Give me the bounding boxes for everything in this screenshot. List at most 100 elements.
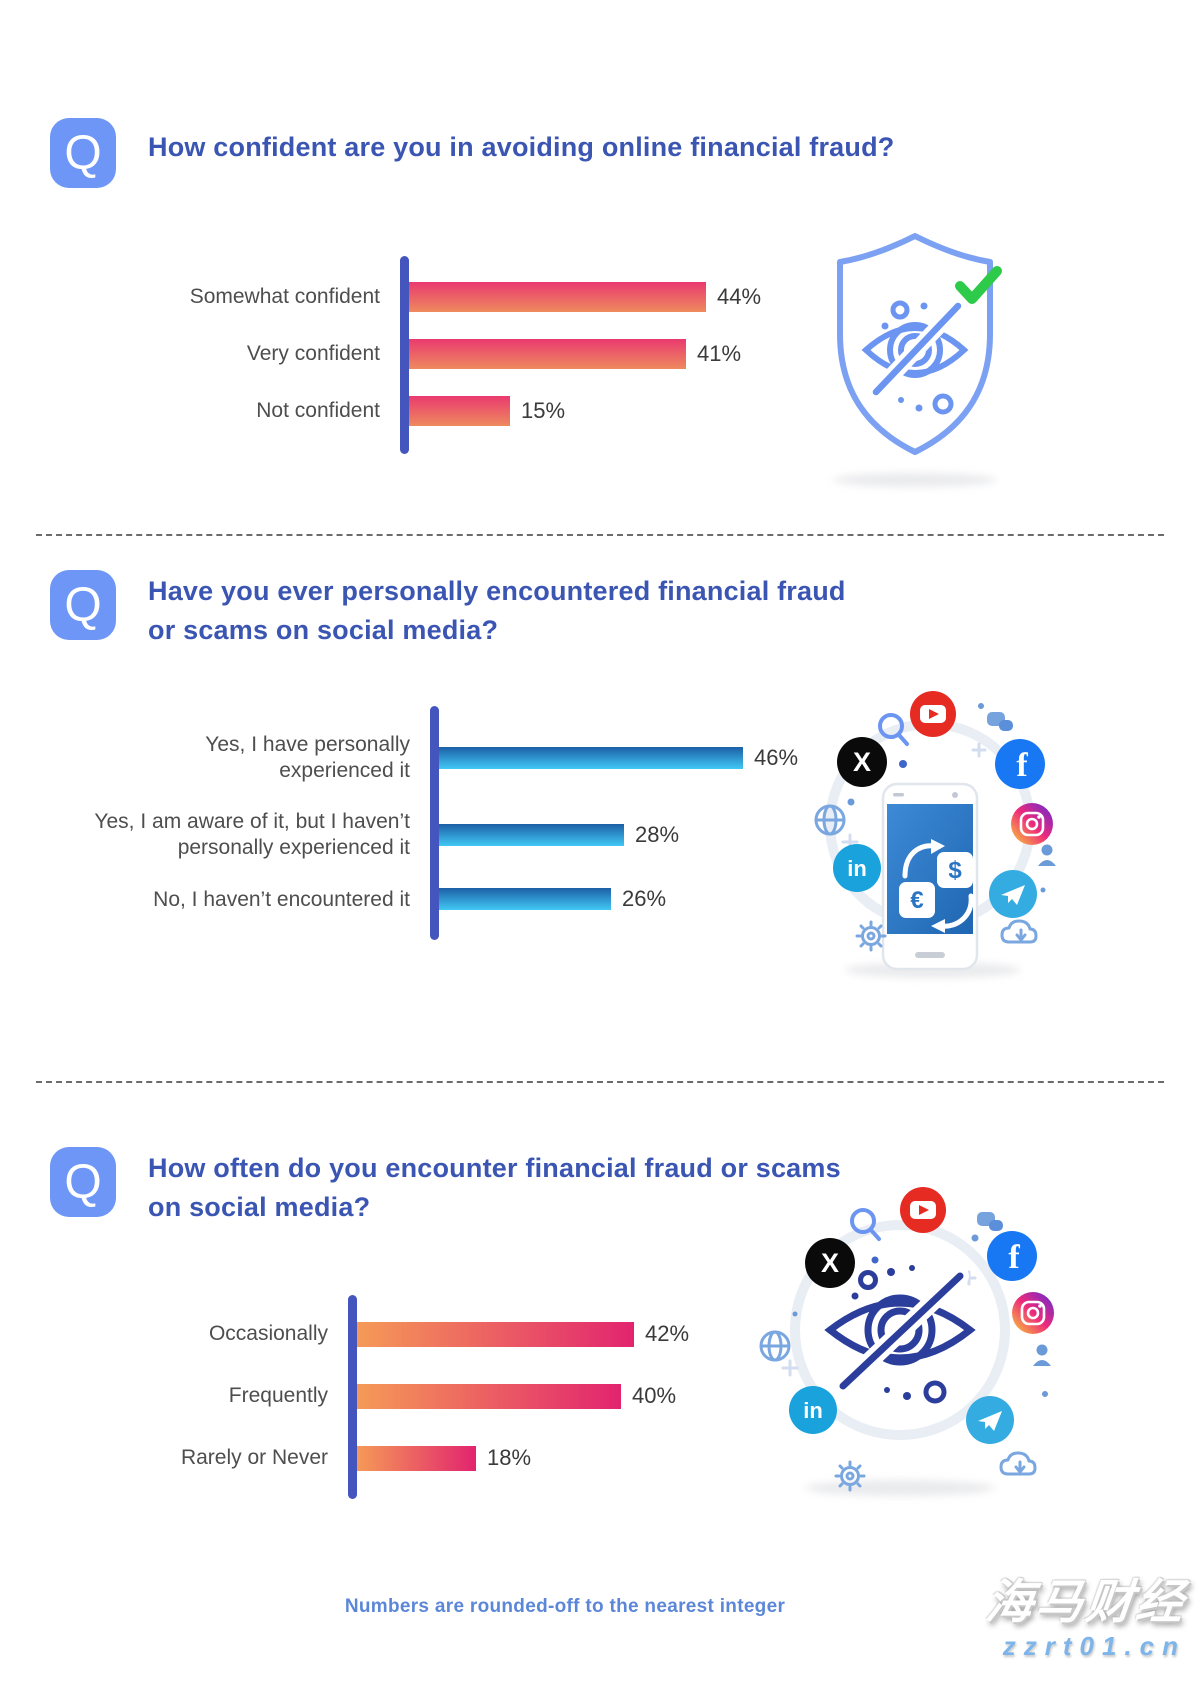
category-label: Not confident — [256, 399, 380, 423]
bar-row: Yes, I am aware of it, but I haven’t per… — [65, 809, 825, 860]
encountered-bar-chart: Yes, I have personally experienced it 46%… — [65, 706, 825, 941]
facebook-icon: f — [995, 739, 1045, 789]
bar — [357, 1445, 476, 1471]
bar-row: Yes, I have personally experienced it 46% — [65, 732, 825, 783]
value-label: 40% — [632, 1383, 677, 1408]
category-label: Very confident — [246, 342, 380, 366]
linkedin-glyph: in — [847, 856, 867, 881]
euro-glyph: € — [910, 887, 923, 914]
question-icon: Q — [50, 1147, 116, 1217]
youtube-icon — [900, 1187, 946, 1233]
category-label: Yes, I have personally experienced it — [205, 733, 410, 782]
slash — [839, 1272, 964, 1390]
telegram-icon — [966, 1396, 1014, 1444]
bar-row: Occasionally 42% — [78, 1321, 758, 1347]
value-label: 46% — [754, 744, 799, 770]
x-icon: X — [837, 737, 887, 787]
category-label: Somewhat confident — [189, 285, 380, 309]
category-label: Rarely or Never — [180, 1446, 328, 1470]
facebook-glyph: f — [1008, 1239, 1020, 1276]
watermark: 海马财经 zzrt01.cn — [983, 1575, 1189, 1661]
instagram-icon — [1011, 803, 1053, 845]
magnifier-icon — [878, 713, 909, 746]
facebook-icon: f — [987, 1231, 1037, 1281]
confidence-bar-chart: Somewhat confident 44% Very confident 41% No… — [60, 256, 800, 454]
currency-exchange-icon: $ € — [899, 839, 974, 933]
eye-social-illustration: f X in — [735, 1168, 1065, 1503]
person-icon — [1038, 844, 1056, 866]
cloud-icon — [1000, 919, 1038, 944]
bar — [439, 823, 624, 846]
chart-axis — [348, 1295, 357, 1499]
value-label: 15% — [521, 398, 566, 423]
question-icon: Q — [50, 570, 116, 640]
bar-row: Very confident 41% — [60, 339, 800, 369]
magnifier-q-icon: Q — [64, 579, 101, 632]
instagram-icon — [1012, 1292, 1054, 1334]
decorative-dots — [847, 703, 1046, 893]
value-label: 26% — [622, 886, 667, 912]
linkedin-icon: in — [789, 1386, 837, 1434]
linkedin-icon: in — [833, 844, 881, 892]
magnifier-icon — [850, 1208, 881, 1241]
section-encountered: Q Have you ever personally encountered f… — [0, 536, 1200, 1081]
q-glyph: Q — [64, 579, 101, 632]
q-glyph: Q — [64, 127, 101, 180]
x-glyph: X — [853, 747, 871, 777]
check-icon — [955, 266, 1002, 304]
phone-currency-social-icons: $ € f — [814, 691, 1056, 978]
question-title: How confident are you in avoiding online… — [148, 132, 895, 162]
value-label: 28% — [635, 821, 680, 847]
bar — [409, 339, 686, 369]
gear-icon — [834, 1460, 866, 1492]
category-label: Yes, I am aware of it, but I haven’t per… — [94, 810, 410, 859]
eye-dots — [851, 1265, 947, 1404]
shadow — [805, 1480, 995, 1496]
bar — [439, 746, 743, 769]
facebook-glyph: f — [1016, 747, 1028, 784]
phone-social-illustration: $ € f — [805, 684, 1056, 989]
value-label: 41% — [697, 341, 742, 366]
category-label: Frequently — [228, 1384, 328, 1408]
hidden-eye-social-icons: f X in — [759, 1187, 1054, 1496]
smartphone-icon: $ € — [881, 782, 979, 971]
bar — [439, 888, 611, 911]
chat-bubbles-icon — [987, 712, 1013, 731]
category-label: Occasionally — [208, 1322, 328, 1346]
youtube-icon — [910, 691, 956, 737]
magnifier-q-icon: Q — [64, 1156, 101, 1209]
chart-axis — [400, 256, 409, 454]
bar — [357, 1383, 621, 1409]
dollar-glyph: $ — [948, 857, 962, 884]
cloud-icon — [999, 1451, 1037, 1476]
shadow — [833, 473, 997, 487]
question-icon: Q — [50, 118, 116, 188]
linkedin-glyph: in — [803, 1398, 823, 1423]
decorative-dots — [792, 1234, 1048, 1397]
watermark-url: zzrt01.cn — [1002, 1630, 1186, 1661]
x-icon: X — [805, 1238, 855, 1288]
shield-illustration — [810, 222, 1020, 499]
slash — [872, 302, 962, 396]
question-title: Have you ever personally encountered fin… — [148, 576, 846, 646]
value-label: 42% — [645, 1321, 690, 1346]
q-glyph: Q — [64, 1156, 101, 1209]
dashed-divider — [36, 534, 1164, 536]
plus-decorations — [841, 742, 987, 851]
shield-hidden-eye-icon — [833, 233, 1002, 487]
magnifier-q-icon: Q — [64, 127, 101, 180]
frequency-bar-chart: Occasionally 42% Frequently 40% Rarely or Ne… — [78, 1295, 758, 1499]
bar-row: Somewhat confident 44% — [60, 282, 800, 312]
bar-row: Frequently 40% — [78, 1383, 758, 1409]
bar-row: No, I haven’t encountered it 26% — [65, 886, 825, 912]
gear-icon — [855, 920, 887, 952]
dashed-divider — [36, 1081, 1164, 1083]
x-glyph: X — [821, 1248, 839, 1278]
footer-note: Numbers are rounded-off to the nearest i… — [344, 1596, 786, 1617]
value-label: 18% — [487, 1445, 532, 1470]
watermark-chinese: 海马财经 — [983, 1575, 1189, 1628]
question-title: How often do you encounter financial fra… — [148, 1153, 841, 1223]
section-frequency: Q How often do you encounter financial f… — [0, 1083, 1200, 1603]
bar — [357, 1321, 634, 1347]
globe-icon — [814, 804, 846, 836]
